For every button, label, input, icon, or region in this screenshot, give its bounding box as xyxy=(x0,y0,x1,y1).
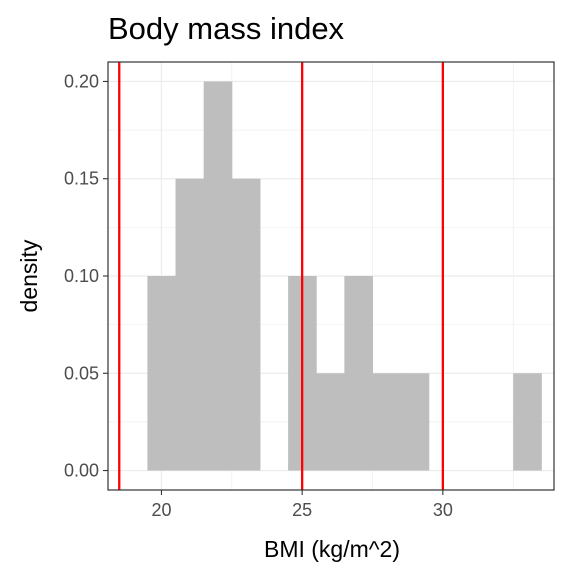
x-tick-label: 25 xyxy=(292,500,312,520)
y-axis-title: density xyxy=(16,239,42,312)
histogram-bar xyxy=(372,373,402,471)
histogram-bar xyxy=(316,373,345,471)
x-tick-label: 30 xyxy=(433,500,453,520)
x-axis: 20 25 30 xyxy=(151,490,453,520)
x-axis-title: BMI (kg/m^2) xyxy=(264,536,400,562)
histogram-bar xyxy=(344,276,374,471)
y-tick-label: 0.10 xyxy=(64,266,99,286)
y-tick-label: 0.00 xyxy=(64,461,99,481)
y-tick-label: 0.05 xyxy=(64,363,99,383)
histogram-bar xyxy=(231,178,261,471)
histogram-bar xyxy=(203,81,233,471)
histogram-bar xyxy=(175,178,205,471)
x-tick-label: 20 xyxy=(151,500,171,520)
histogram-bar xyxy=(147,276,177,471)
reference-lines xyxy=(118,62,445,490)
histogram-bar xyxy=(513,373,542,471)
y-tick-label: 0.15 xyxy=(64,169,99,189)
y-tick-label: 0.20 xyxy=(64,71,99,91)
y-axis: 0.00 0.05 0.10 0.15 0.20 xyxy=(64,71,108,481)
histogram-bar xyxy=(400,373,430,471)
chart-title: Body mass index xyxy=(108,11,345,46)
